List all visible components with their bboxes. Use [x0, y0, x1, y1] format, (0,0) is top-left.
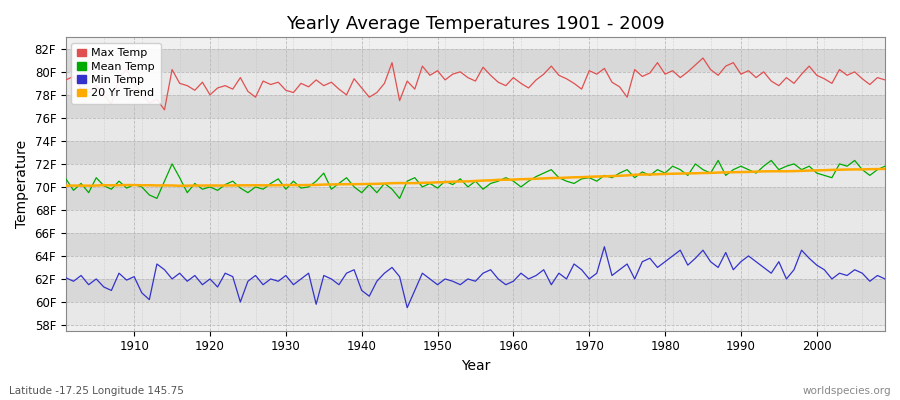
- Bar: [66, 118, 885, 141]
- Bar: [66, 95, 885, 118]
- Bar: [66, 187, 885, 210]
- Bar: [66, 210, 885, 233]
- Text: Latitude -17.25 Longitude 145.75: Latitude -17.25 Longitude 145.75: [9, 386, 184, 396]
- Text: worldspecies.org: worldspecies.org: [803, 386, 891, 396]
- Bar: [66, 233, 885, 256]
- Legend: Max Temp, Mean Temp, Min Temp, 20 Yr Trend: Max Temp, Mean Temp, Min Temp, 20 Yr Tre…: [71, 43, 160, 104]
- Bar: [66, 72, 885, 95]
- Bar: [66, 164, 885, 187]
- Title: Yearly Average Temperatures 1901 - 2009: Yearly Average Temperatures 1901 - 2009: [286, 15, 665, 33]
- Bar: [66, 302, 885, 325]
- Bar: [66, 141, 885, 164]
- Bar: [66, 256, 885, 279]
- Y-axis label: Temperature: Temperature: [15, 140, 29, 228]
- Bar: [66, 49, 885, 72]
- X-axis label: Year: Year: [461, 359, 491, 373]
- Bar: [66, 279, 885, 302]
